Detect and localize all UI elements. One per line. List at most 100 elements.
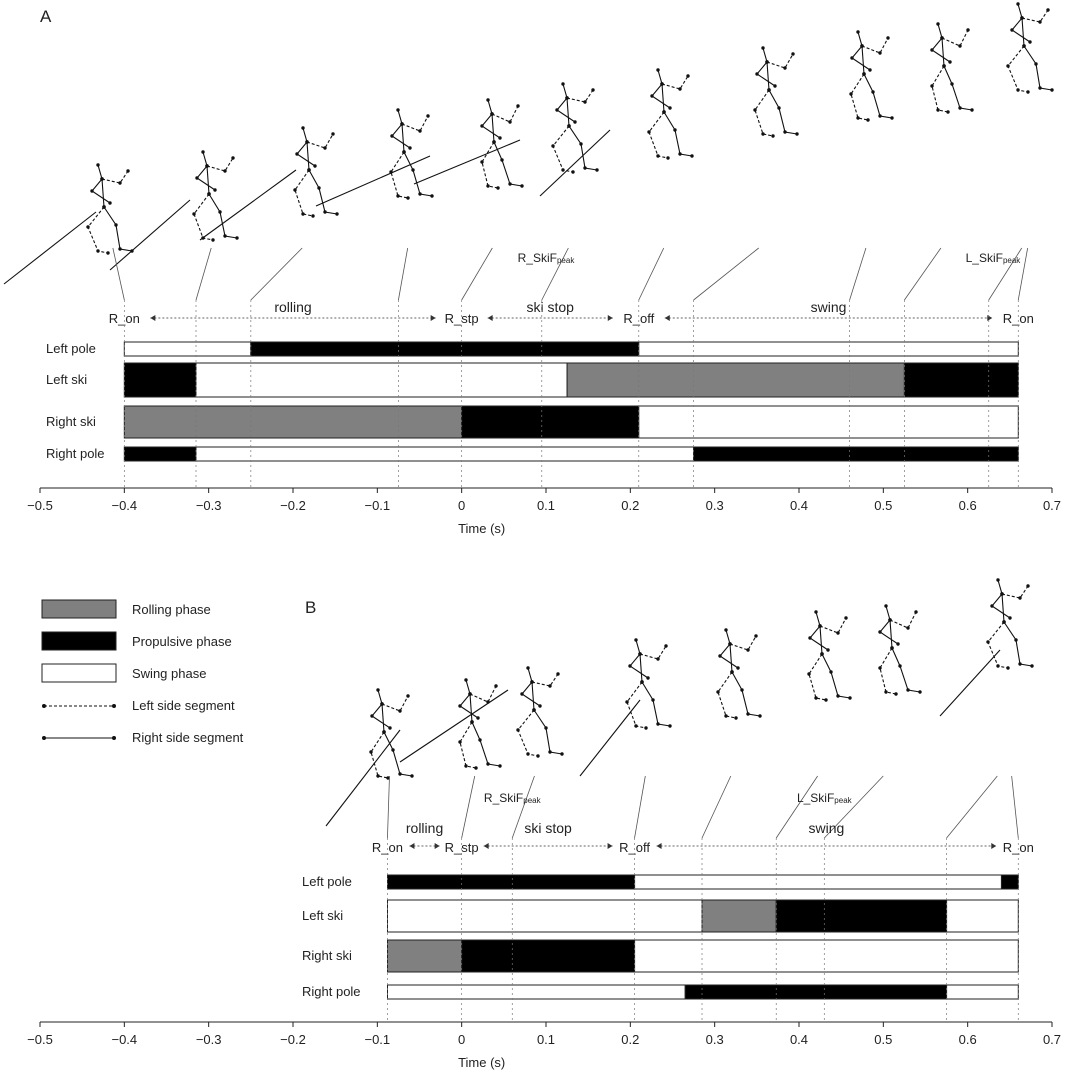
tick-label: 0.2: [621, 1032, 639, 1047]
left-leg-segment: [987, 621, 1009, 669]
joint-marker: [1006, 64, 1010, 68]
joint-marker: [323, 146, 327, 150]
joint-marker: [871, 90, 875, 94]
joint-marker: [1000, 592, 1004, 596]
legend-dot: [42, 704, 46, 708]
frame-connector: [849, 247, 867, 301]
row-label: Right ski: [46, 414, 96, 429]
frame-connector: [541, 247, 569, 301]
phase-bar-rolling: [701, 899, 777, 933]
frame-connector: [511, 775, 535, 839]
joint-marker: [771, 134, 775, 138]
joint-marker: [573, 120, 577, 124]
joint-marker: [755, 72, 759, 76]
joint-marker: [205, 164, 209, 168]
joint-marker: [966, 28, 970, 32]
joint-marker: [718, 654, 722, 658]
joint-marker: [849, 92, 853, 96]
joint-marker: [894, 692, 898, 696]
right-arm-segment: [91, 178, 111, 204]
joint-marker: [946, 110, 950, 114]
panel-a: A R_SkiFpeak L_SkiFpeak R_on R_stp R_off R_on r…: [3, 2, 1061, 536]
joint-marker: [418, 129, 422, 133]
trunk-segment: [885, 605, 893, 649]
joint-marker: [476, 716, 480, 720]
joint-marker: [996, 664, 1000, 668]
joint-marker: [301, 126, 305, 130]
legend-dot: [112, 704, 116, 708]
row-label: Left ski: [302, 908, 343, 923]
left-arm-segment: [1021, 9, 1049, 23]
arrow-head: [150, 315, 156, 321]
joint-marker: [746, 712, 750, 716]
trunk-segment: [527, 667, 535, 711]
legend-label: Swing phase: [132, 666, 206, 681]
arrow-head: [656, 843, 662, 849]
joint-marker: [948, 60, 952, 64]
tick-label: 0.6: [959, 1032, 977, 1047]
joint-marker: [1026, 584, 1030, 588]
frame-connector: [387, 775, 390, 839]
tick-label: −0.2: [280, 498, 306, 513]
legend-dot: [42, 736, 46, 740]
joint-marker: [1008, 616, 1012, 620]
joint-marker: [890, 116, 894, 120]
joint-marker: [634, 724, 638, 728]
tick-label: 0.3: [706, 498, 724, 513]
joint-marker: [740, 688, 744, 692]
legend-swatch: [41, 631, 117, 651]
joint-marker: [888, 618, 892, 622]
joint-marker: [773, 84, 777, 88]
legend-label: Rolling phase: [132, 602, 211, 617]
left-leg-segment: [517, 709, 539, 757]
joint-marker: [536, 754, 540, 758]
arrow-head: [664, 315, 670, 321]
joint-marker: [398, 709, 402, 713]
event-label: R_on: [1003, 840, 1034, 855]
joint-marker: [666, 156, 670, 160]
tick-label: 0.1: [537, 498, 555, 513]
x-axis-label: Time (s): [458, 1055, 505, 1070]
row-label: Right pole: [302, 984, 361, 999]
joint-marker: [201, 150, 205, 154]
joint-marker: [102, 205, 106, 209]
joint-marker: [458, 704, 462, 708]
phase-label: swing: [811, 299, 847, 315]
phase-label: rolling: [406, 820, 443, 836]
phase-bar-swing: [946, 899, 1019, 933]
trunk-segment: [635, 639, 643, 683]
frame-connector: [398, 247, 409, 301]
left-leg-segment: [850, 73, 869, 121]
left-arm-segment: [206, 157, 234, 172]
right-arm-segment: [521, 681, 541, 707]
phase-bar-propulsive: [693, 446, 1019, 462]
joint-marker: [660, 82, 664, 86]
joint-marker: [1016, 2, 1020, 6]
joint-marker: [761, 46, 765, 50]
joint-marker: [560, 752, 564, 756]
joint-marker: [595, 168, 599, 172]
panel-label: B: [305, 598, 316, 617]
joint-marker: [430, 194, 434, 198]
joint-marker: [591, 88, 595, 92]
joint-marker: [690, 154, 694, 158]
joint-marker: [940, 36, 944, 40]
frame-connector: [988, 247, 1023, 301]
arrow-head: [607, 315, 613, 321]
legend-swatch: [41, 599, 117, 619]
left-leg-segment: [370, 731, 389, 779]
right-leg-segment: [731, 671, 761, 717]
joint-marker: [207, 192, 211, 196]
joint-marker: [795, 132, 799, 136]
trunk-segment: [815, 611, 823, 655]
pole-line: [413, 139, 521, 185]
joint-marker: [791, 52, 795, 56]
joint-marker: [628, 664, 632, 668]
joint-marker: [990, 604, 994, 608]
joint-marker: [936, 108, 940, 112]
joint-marker: [555, 108, 559, 112]
left-arm-segment: [491, 105, 519, 123]
joint-marker: [516, 104, 520, 108]
phase-bar-propulsive: [775, 899, 948, 933]
